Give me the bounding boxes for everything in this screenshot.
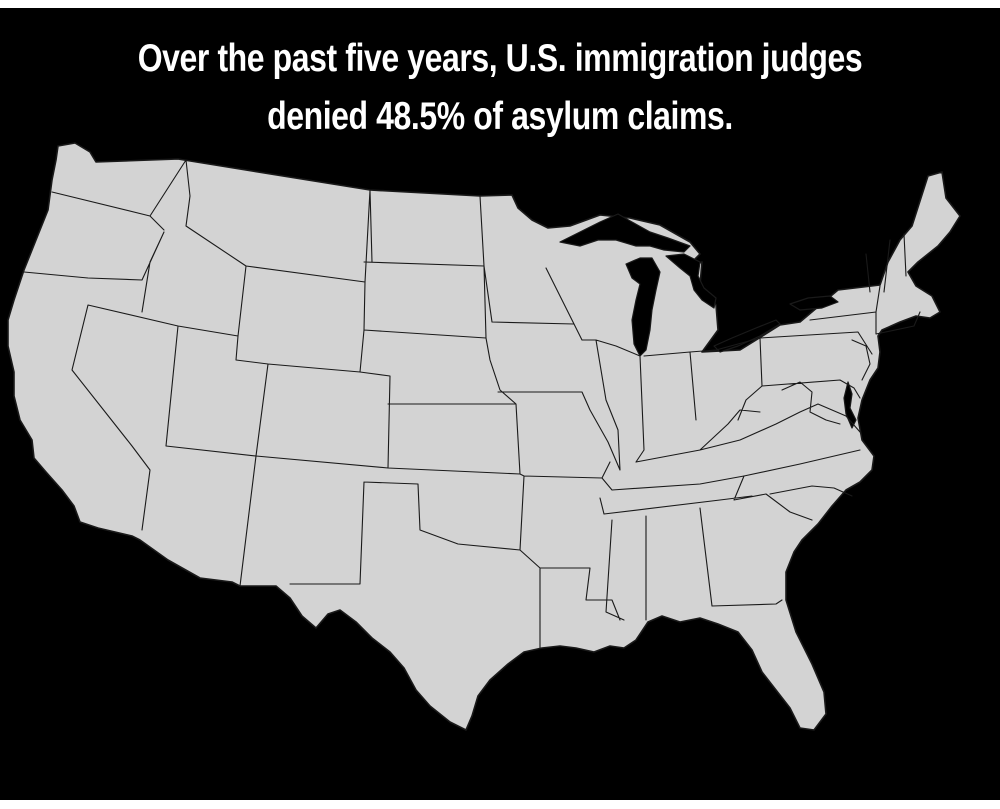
lake-huron	[665, 253, 717, 309]
lake-ontario	[789, 295, 839, 311]
headline-line-2: denied 48.5% of asylum claims.	[267, 95, 733, 138]
lake-michigan	[625, 257, 661, 357]
headline: Over the past five years, U.S. immigrati…	[90, 30, 910, 146]
state-borders	[23, 159, 921, 649]
chesapeake-bay	[843, 381, 857, 429]
lake-superior	[559, 213, 691, 253]
lake-erie	[713, 319, 781, 353]
us-landmass	[7, 142, 961, 731]
headline-line-1: Over the past five years, U.S. immigrati…	[137, 37, 863, 80]
